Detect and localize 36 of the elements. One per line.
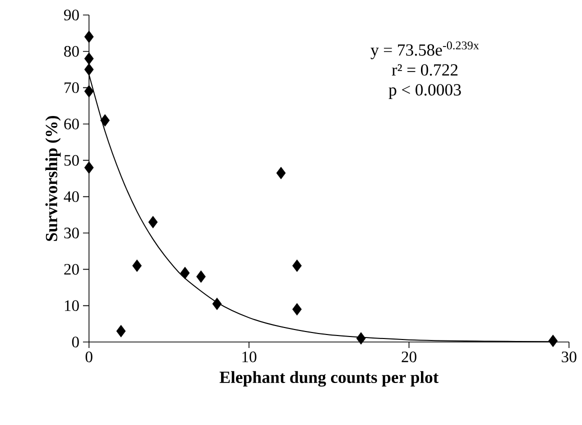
point <box>292 260 302 272</box>
annotation: p < 0.0003 <box>388 84 461 100</box>
x-tick-label: 10 <box>242 352 256 362</box>
x-tick-label: 0 <box>86 352 92 362</box>
point <box>84 52 94 65</box>
point <box>180 266 190 280</box>
y-tick-label: 70 <box>64 82 79 94</box>
y-tick-label: 30 <box>64 228 79 238</box>
y-tick-label: 20 <box>64 264 79 275</box>
point <box>84 30 94 44</box>
y-tick-label: 60 <box>64 118 79 130</box>
x-tick-label: 20 <box>402 352 416 362</box>
y-axis-title: Survivorship (%) <box>45 116 61 241</box>
point <box>196 270 206 283</box>
point <box>116 324 126 338</box>
point <box>548 334 558 348</box>
point <box>84 161 94 174</box>
annotation: r² = 0.722 <box>392 64 458 76</box>
y-tick-label: 10 <box>64 300 79 312</box>
y-tick-label: 50 <box>64 154 79 166</box>
point <box>84 85 94 98</box>
point <box>276 166 286 180</box>
point <box>212 298 222 310</box>
y-tick-label: 0 <box>72 336 79 348</box>
x-axis-title: Elephant dung counts per plot <box>220 371 439 387</box>
annotation: y = 73.58e$^{-0.239x}$ <box>370 41 479 60</box>
y-tick-label: 40 <box>64 191 79 202</box>
point <box>356 332 366 345</box>
point <box>292 303 302 316</box>
y-tick-label: 80 <box>64 46 79 57</box>
y-tick-label: 90 <box>64 10 79 20</box>
point <box>132 260 142 272</box>
point <box>100 114 110 127</box>
point <box>84 63 94 76</box>
point <box>148 216 158 228</box>
x-tick-label: 30 <box>562 352 576 362</box>
